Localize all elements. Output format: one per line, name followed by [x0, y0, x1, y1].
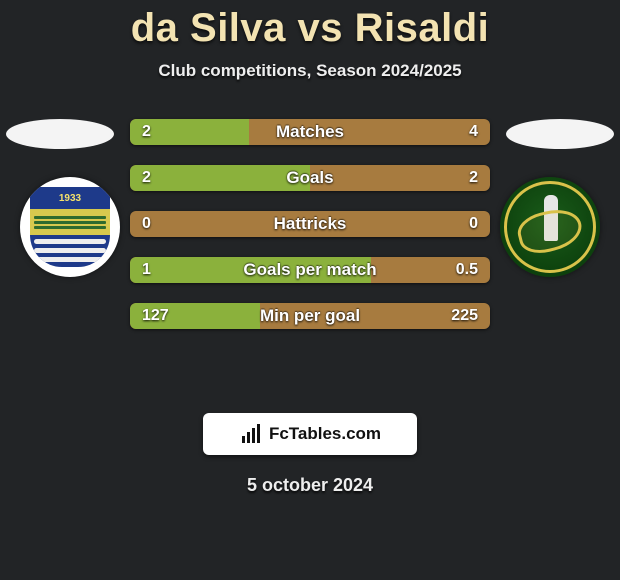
comparison-arena: 1933 24Matches 22Goals 00Hattricks 10.5Goal… [0, 103, 620, 403]
stat-label: Min per goal [130, 303, 490, 329]
stat-bars: 24Matches 22Goals 00Hattricks 10.5Goals per… [130, 119, 490, 349]
brand-text: FcTables.com [269, 424, 381, 444]
club-badge-right [500, 177, 600, 277]
stat-label: Goals [130, 165, 490, 191]
stat-row: 24Matches [130, 119, 490, 145]
crest-year: 1933 [30, 187, 110, 209]
stat-label: Goals per match [130, 257, 490, 283]
persebaya-crest-icon [500, 177, 600, 277]
stat-label: Hattricks [130, 211, 490, 237]
page-title: da Silva vs Risaldi [0, 0, 620, 51]
player-left-ellipse [6, 119, 114, 149]
subtitle: Club competitions, Season 2024/2025 [0, 61, 620, 81]
persib-crest-icon: 1933 [20, 177, 120, 277]
stat-row: 127225Min per goal [130, 303, 490, 329]
club-badge-left: 1933 [20, 177, 120, 277]
stat-row: 00Hattricks [130, 211, 490, 237]
bar-chart-icon [239, 422, 263, 446]
date-label: 5 october 2024 [0, 475, 620, 496]
player-right-ellipse [506, 119, 614, 149]
brand-badge: FcTables.com [203, 413, 417, 455]
stat-label: Matches [130, 119, 490, 145]
stat-row: 22Goals [130, 165, 490, 191]
stat-row: 10.5Goals per match [130, 257, 490, 283]
